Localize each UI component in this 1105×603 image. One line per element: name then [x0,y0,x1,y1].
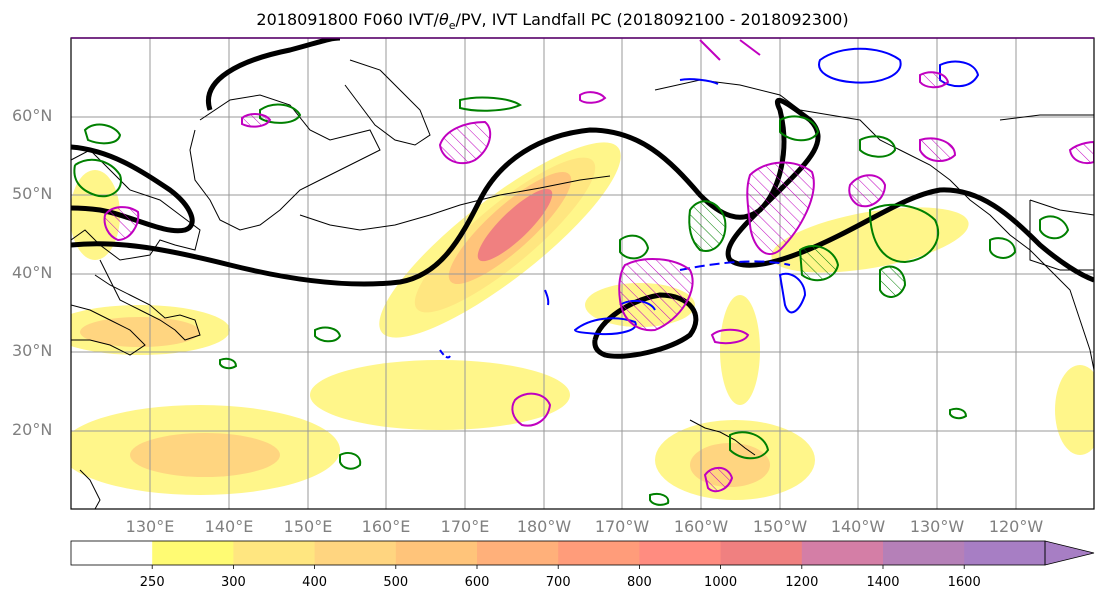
lon-label-150w: 150°W [752,517,808,536]
lon-label-120w: 120°W [988,517,1044,536]
colorbar-tick-label: 250 [139,575,165,590]
lon-label-130w: 130°W [909,517,965,536]
colorbar-cell [720,541,803,565]
colorbar-tick-label: 1000 [704,575,738,590]
colorbar-tick-label: 500 [383,575,409,590]
colorbar-cell [639,541,722,565]
lat-label-50n: 50°N [12,184,53,203]
map-title: 2018091800 F060 IVT/θe/PV, IVT Landfall … [256,10,849,33]
colorbar-cell [314,541,397,565]
lat-label-40n: 40°N [12,263,53,282]
lon-label-140e: 140°E [204,517,254,536]
colorbar-tick-label: 800 [626,575,652,590]
colorbar-tick-label: 1600 [947,575,981,590]
lat-label-60n: 60°N [12,106,53,125]
lon-label-140w: 140°W [830,517,886,536]
lon-label-170w: 170°W [594,517,650,536]
colorbar-cell [71,541,153,565]
colorbar-tick-label: 600 [464,575,490,590]
magenta-contours [103,39,1094,493]
colorbar-tick-label: 300 [220,575,246,590]
lat-label-30n: 30°N [12,341,53,360]
colorbar-cell [964,541,1046,565]
colorbar-cell [395,541,478,565]
colorbar-cell [477,541,559,565]
colorbar-tick-label: 400 [302,575,328,590]
colorbar-cell [558,541,640,565]
coastlines [71,59,1094,509]
lon-label-150e: 150°E [283,517,333,536]
lon-label-130e: 130°E [125,517,175,536]
colorbar-tick-label: 1200 [785,575,819,590]
lon-label-160w: 160°W [673,517,729,536]
colorbar-cell [883,541,965,565]
colorbar-extend-arrow [1044,540,1095,566]
lon-label-170e: 170°E [440,517,490,536]
lon-label-180w: 180°W [516,517,572,536]
colorbar-tick-label: 700 [545,575,571,590]
colorbar-tick-label: 1400 [866,575,900,590]
colorbar-cell [801,541,884,565]
lon-label-160e: 160°E [361,517,411,536]
green-contours [73,96,1070,506]
colorbar-cell [152,541,234,565]
colorbar-cell [233,541,316,565]
gridlines [71,38,1094,509]
lat-label-20n: 20°N [12,420,53,439]
